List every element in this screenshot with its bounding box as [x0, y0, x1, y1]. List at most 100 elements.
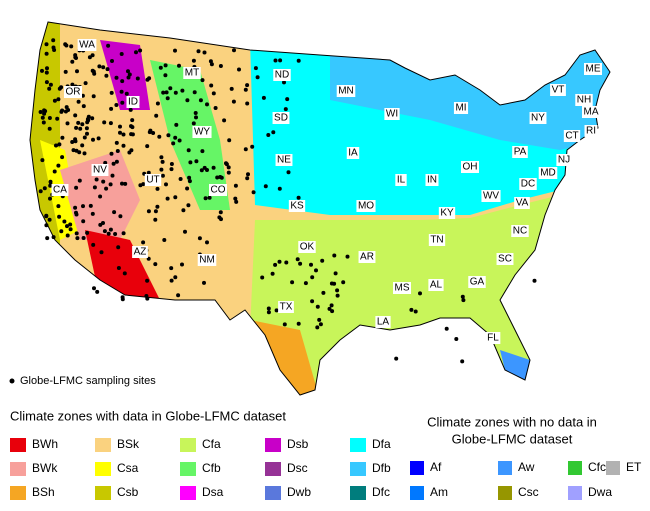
site-dot: [75, 236, 80, 241]
site-dot: [224, 161, 228, 166]
legend-swatch: [350, 462, 366, 476]
legend-label: Dfb: [372, 461, 391, 475]
state-label: WY: [194, 127, 210, 138]
site-dot: [298, 261, 303, 266]
site-dot: [65, 121, 70, 126]
site-dot: [126, 75, 131, 80]
site-dot: [116, 266, 121, 270]
site-dot: [155, 101, 160, 106]
site-dot: [197, 236, 202, 241]
site-dot: [161, 90, 166, 95]
site-dot: [318, 322, 323, 327]
state-label: IA: [348, 148, 358, 159]
site-dot: [97, 64, 102, 69]
site-dot: [130, 118, 135, 123]
legend-swatch: [265, 462, 281, 476]
site-dot: [155, 186, 160, 191]
site-dot: [76, 99, 81, 104]
site-dot: [55, 116, 60, 121]
site-dot: [211, 91, 216, 96]
site-dot: [122, 271, 127, 276]
site-dot: [60, 135, 65, 140]
site-dot: [98, 194, 103, 199]
site-dot: [52, 98, 57, 103]
site-dot: [129, 132, 134, 137]
site-dot: [116, 245, 121, 250]
site-dot: [193, 111, 198, 115]
site-dot: [91, 94, 96, 99]
site-dot: [202, 280, 206, 285]
site-dot: [159, 155, 164, 160]
site-dot: [173, 195, 178, 200]
site-dot: [73, 55, 78, 60]
site-dot: [48, 196, 52, 201]
site-dot: [47, 86, 52, 91]
site-dot: [74, 210, 78, 215]
site-dot: [141, 182, 146, 187]
site-dot: [461, 298, 466, 303]
site-dot: [38, 110, 43, 114]
state-label: IN: [427, 175, 437, 186]
site-dot: [394, 356, 399, 361]
site-dot: [120, 181, 124, 186]
site-dot: [63, 69, 68, 74]
site-dot: [153, 217, 158, 222]
site-dot: [81, 236, 86, 240]
site-dot: [177, 63, 181, 68]
state-label-box: [273, 69, 291, 81]
state-label: MS: [395, 283, 410, 294]
site-dot: [102, 229, 107, 234]
site-dot: [147, 130, 152, 135]
site-dot: [90, 211, 95, 216]
site-dot: [270, 271, 275, 276]
site-dot: [96, 136, 101, 141]
zone-dsb: [100, 40, 150, 110]
legend-swatch: [606, 461, 620, 475]
site-dot: [146, 170, 151, 175]
site-dot: [112, 210, 117, 215]
site-dot: [173, 90, 178, 95]
site-dot: [44, 214, 49, 219]
legend-label: Dsc: [287, 461, 308, 475]
state-label: TX: [280, 302, 293, 313]
legend-label: Dfc: [372, 485, 390, 499]
site-dot: [263, 184, 268, 189]
state-label: VT: [552, 85, 565, 96]
site-dot: [80, 122, 85, 127]
site-dot: [134, 50, 138, 55]
state-label-box: [197, 254, 217, 266]
site-dot: [64, 43, 69, 48]
site-dot: [56, 163, 61, 168]
site-dot: [157, 134, 162, 139]
site-dot: [45, 66, 49, 71]
site-dot: [108, 121, 113, 126]
site-dot: [164, 90, 169, 95]
site-dot: [460, 359, 465, 364]
site-dot: [70, 140, 75, 144]
site-dot: [234, 199, 239, 204]
state-label: TN: [430, 235, 443, 246]
state-label: NE: [277, 155, 291, 166]
site-dot: [57, 214, 62, 219]
site-dot: [160, 159, 165, 164]
site-dot: [82, 135, 87, 140]
legend-label: Dwb: [287, 485, 311, 499]
site-dot: [169, 167, 174, 172]
site-dot: [124, 91, 129, 96]
site-dot: [154, 113, 159, 118]
state-label: CT: [565, 131, 578, 142]
legend-swatch: [95, 438, 111, 452]
site-dot: [227, 138, 232, 143]
site-dot: [233, 196, 238, 201]
legend-swatch: [95, 462, 111, 476]
site-dot: [163, 63, 168, 68]
state-label-box: [512, 146, 528, 158]
site-dot: [409, 307, 414, 312]
state-label: NM: [199, 255, 215, 266]
legend-label: Af: [430, 460, 442, 474]
site-dot: [70, 59, 75, 64]
legend-label: Csc: [518, 485, 539, 499]
state-label-box: [481, 190, 501, 202]
site-dot: [78, 126, 83, 131]
